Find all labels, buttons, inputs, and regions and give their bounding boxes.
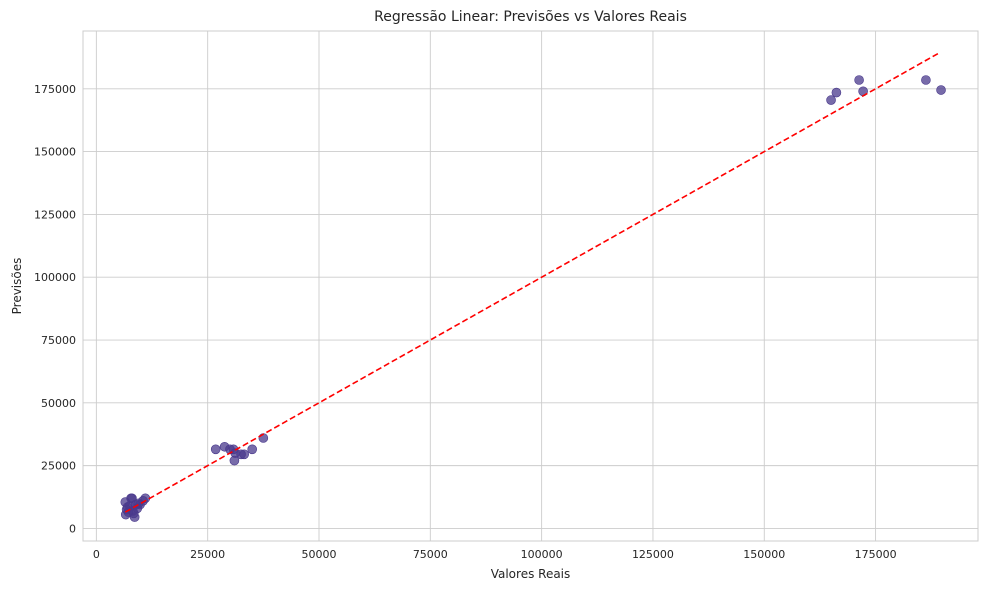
chart-title: Regressão Linear: Previsões vs Valores R… <box>374 9 687 25</box>
x-tick-label: 25000 <box>190 548 225 561</box>
data-point <box>921 75 931 85</box>
data-point <box>831 87 842 98</box>
x-tick-label: 0 <box>93 548 100 561</box>
data-point <box>210 444 221 455</box>
y-tick-label: 175000 <box>34 83 76 96</box>
data-point <box>936 85 946 95</box>
data-point <box>826 95 836 105</box>
y-tick-label: 125000 <box>34 208 76 221</box>
grid <box>83 31 978 541</box>
y-axis-ticks: 0 25000 50000 75000 100000 125000 150000 175000 <box>34 83 76 536</box>
x-tick-label: 150000 <box>743 548 785 561</box>
x-tick-label: 125000 <box>632 548 674 561</box>
data-points <box>120 75 946 522</box>
x-tick-label: 100000 <box>521 548 563 561</box>
data-point <box>239 449 249 460</box>
x-tick-label: 175000 <box>855 548 897 561</box>
x-axis-label: Valores Reais <box>491 567 571 581</box>
y-tick-label: 150000 <box>34 146 76 159</box>
y-tick-label: 25000 <box>41 460 76 473</box>
x-tick-label: 75000 <box>413 548 448 561</box>
reference-line <box>124 51 941 513</box>
data-point <box>247 444 258 455</box>
y-axis-label: Previsões <box>10 258 24 315</box>
plot-frame <box>82 30 979 542</box>
data-point <box>129 512 140 522</box>
y-tick-label: 0 <box>69 522 76 535</box>
y-tick-label: 50000 <box>41 397 76 410</box>
data-point <box>854 75 864 85</box>
y-tick-label: 100000 <box>34 271 76 284</box>
x-axis-ticks: 0 25000 50000 75000 100000 125000 150000 175000 <box>93 548 897 561</box>
x-tick-label: 50000 <box>301 548 336 561</box>
y-tick-label: 75000 <box>41 334 76 347</box>
